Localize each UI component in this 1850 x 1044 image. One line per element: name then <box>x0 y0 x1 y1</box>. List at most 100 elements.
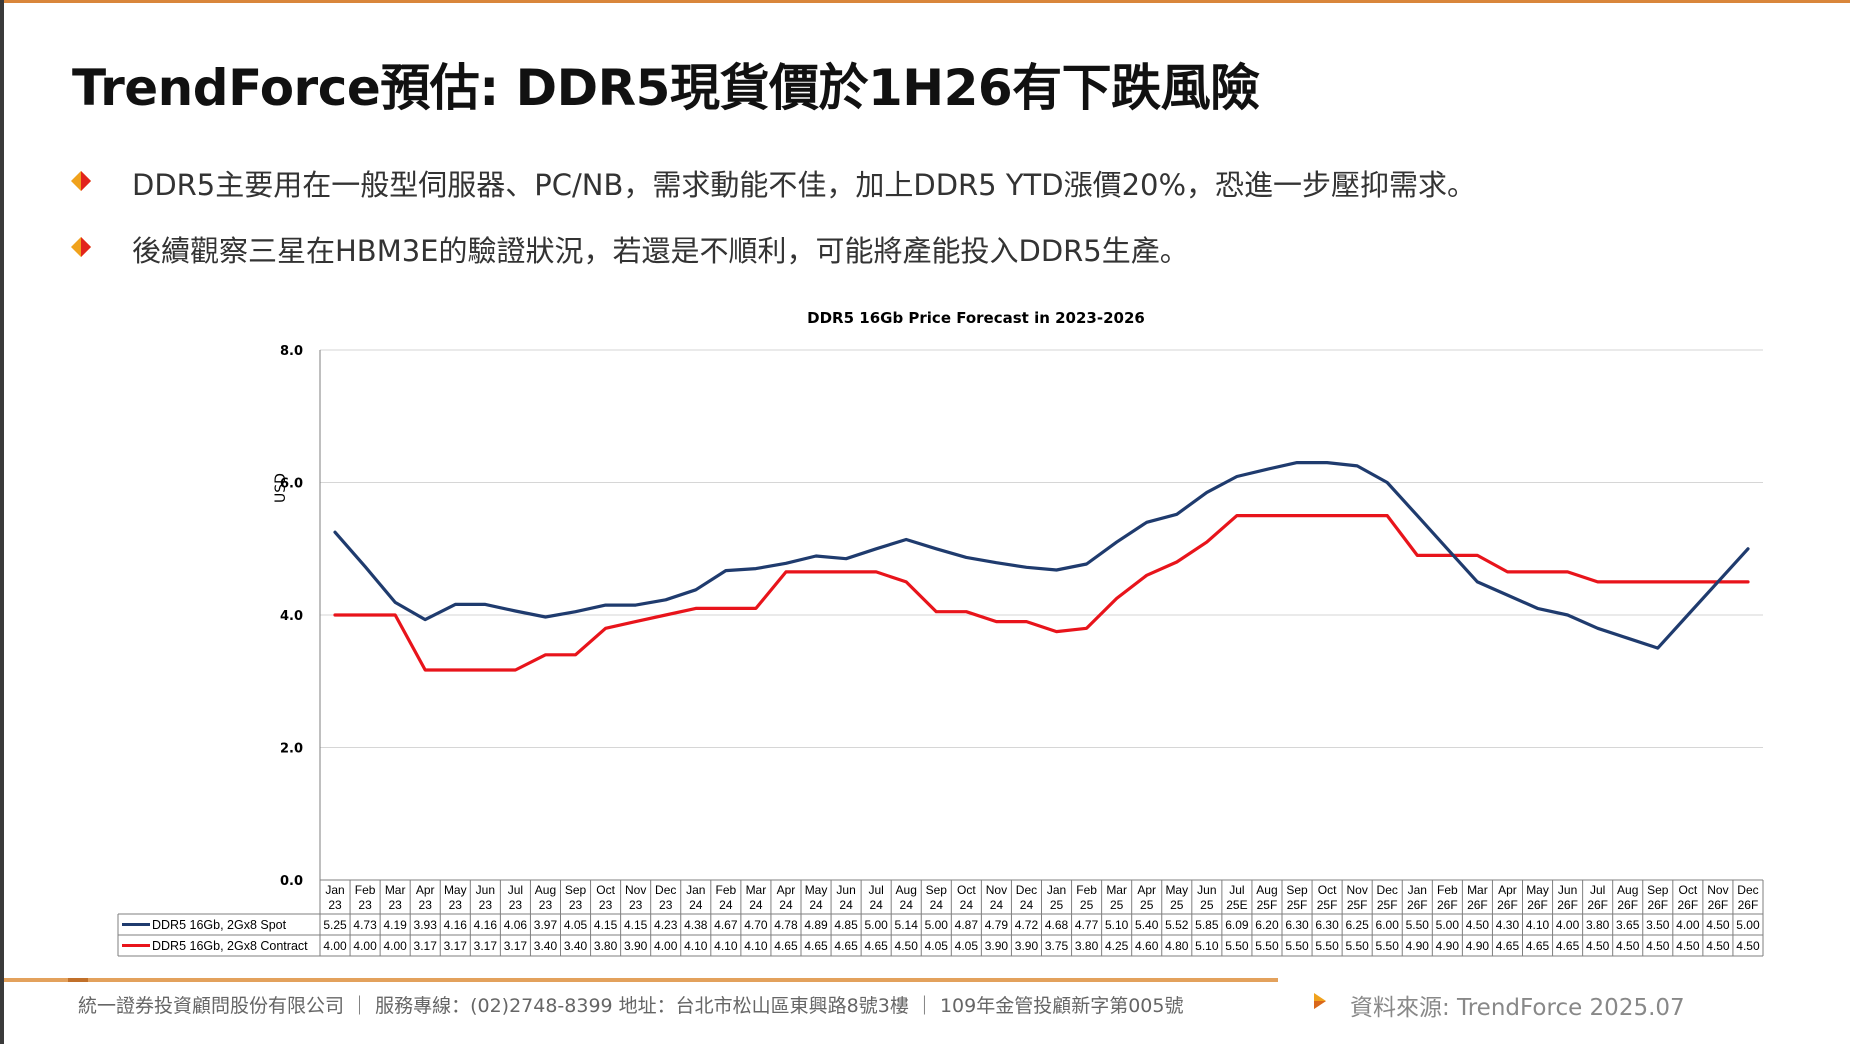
x-tick-label: Jan <box>325 883 344 897</box>
x-tick-label: Sep <box>565 883 587 897</box>
x-tick-label: 26F <box>1557 898 1578 912</box>
data-label: 4.16 <box>444 918 468 932</box>
data-label: 4.87 <box>955 918 979 932</box>
data-label: 5.50 <box>1225 939 1249 953</box>
bullet-item-1: DDR5主要用在一般型伺服器、PC/NB，需求動能不佳，加上DDR5 YTD漲價… <box>70 162 1790 202</box>
data-label: 3.90 <box>624 939 648 953</box>
x-tick-label: 23 <box>539 898 553 912</box>
data-label: 4.05 <box>564 918 588 932</box>
x-tick-label: 23 <box>449 898 463 912</box>
data-label: 5.10 <box>1195 939 1219 953</box>
x-tick-label: Jun <box>476 883 495 897</box>
data-label: 4.15 <box>594 918 618 932</box>
diamond-bullet-icon <box>71 171 91 191</box>
x-tick-label: Nov <box>1346 883 1367 897</box>
x-tick-label: 25F <box>1377 898 1398 912</box>
x-tick-label: 23 <box>569 898 583 912</box>
data-label: 4.50 <box>1586 939 1610 953</box>
x-tick-label: 26F <box>1678 898 1699 912</box>
data-label: 4.50 <box>1706 918 1730 932</box>
x-tick-label: May <box>805 883 828 897</box>
data-label: 4.67 <box>714 918 738 932</box>
data-label: 4.50 <box>1466 918 1490 932</box>
x-tick-label: Aug <box>535 883 556 897</box>
data-source: 資料來源: TrendForce 2025.07 <box>1350 995 1685 1021</box>
data-label: 4.50 <box>895 939 919 953</box>
x-tick-label: Oct <box>1318 883 1337 897</box>
data-label: 4.10 <box>714 939 738 953</box>
x-tick-label: 24 <box>749 898 763 912</box>
y-tick-label: 6.0 <box>280 477 303 492</box>
footer-divider <box>4 978 1278 982</box>
y-tick-label: 0.0 <box>280 874 303 889</box>
data-label: 4.90 <box>1466 939 1490 953</box>
x-tick-label: Mar <box>1467 883 1488 897</box>
bullet-item-2: 後續觀察三星在HBM3E的驗證狀況，若還是不順利，可能將產能投入DDR5生產。 <box>70 228 1790 268</box>
data-label: 3.50 <box>1646 918 1670 932</box>
x-tick-label: Jan <box>1408 883 1427 897</box>
data-label: 4.90 <box>1406 939 1430 953</box>
x-tick-label: 23 <box>479 898 493 912</box>
x-tick-label: Jan <box>686 883 705 897</box>
data-label: 3.80 <box>1586 918 1610 932</box>
x-tick-label: 26F <box>1738 898 1759 912</box>
data-label: 5.00 <box>864 918 888 932</box>
data-label: 3.90 <box>1015 939 1039 953</box>
x-tick-label: Jul <box>1590 883 1605 897</box>
x-tick-label: Apr <box>1498 883 1517 897</box>
data-label: 4.50 <box>1616 939 1640 953</box>
data-label: 4.16 <box>474 918 498 932</box>
data-label: 4.15 <box>624 918 648 932</box>
y-tick-label: 4.0 <box>280 609 303 624</box>
left-edge-bar <box>0 0 4 1044</box>
x-tick-label: Jul <box>868 883 883 897</box>
data-label: 4.00 <box>323 939 347 953</box>
x-tick-label: Feb <box>355 883 376 897</box>
legend-entry: DDR5 16Gb, 2Gx8 Spot <box>152 918 287 932</box>
x-tick-label: 25F <box>1257 898 1278 912</box>
x-tick-label: Mar <box>1106 883 1127 897</box>
x-tick-label: 25E <box>1226 898 1247 912</box>
x-tick-label: 26F <box>1708 898 1729 912</box>
x-tick-label: 23 <box>659 898 673 912</box>
data-label: 4.30 <box>1496 918 1520 932</box>
data-label: 6.00 <box>1376 918 1400 932</box>
x-tick-label: 24 <box>869 898 883 912</box>
x-tick-label: Nov <box>625 883 646 897</box>
data-label: 5.85 <box>1195 918 1219 932</box>
x-tick-label: Nov <box>986 883 1007 897</box>
data-label: 4.25 <box>1105 939 1129 953</box>
data-label: 4.77 <box>1075 918 1099 932</box>
x-tick-label: Nov <box>1707 883 1728 897</box>
data-label: 4.50 <box>1646 939 1670 953</box>
x-tick-label: Jun <box>1558 883 1577 897</box>
data-label: 4.50 <box>1736 939 1760 953</box>
x-tick-label: 26F <box>1407 898 1428 912</box>
x-tick-label: 24 <box>689 898 703 912</box>
x-tick-label: 25 <box>1200 898 1214 912</box>
x-tick-label: Aug <box>1256 883 1277 897</box>
x-tick-label: 24 <box>990 898 1004 912</box>
data-label: 3.80 <box>594 939 618 953</box>
x-tick-label: 24 <box>1020 898 1034 912</box>
x-tick-label: Jun <box>836 883 855 897</box>
bullet-text-2: 後續觀察三星在HBM3E的驗證狀況，若還是不順利，可能將產能投入DDR5生產。 <box>132 234 1189 268</box>
data-label: 5.40 <box>1135 918 1159 932</box>
arrow-bullet-icon <box>1314 993 1326 1009</box>
data-label: 4.10 <box>684 939 708 953</box>
data-label: 5.25 <box>323 918 347 932</box>
x-tick-label: 26F <box>1527 898 1548 912</box>
x-tick-label: Mar <box>385 883 406 897</box>
data-label: 4.10 <box>744 939 768 953</box>
x-tick-label: 23 <box>599 898 613 912</box>
x-tick-label: Sep <box>926 883 948 897</box>
data-label: 3.90 <box>985 939 1009 953</box>
x-tick-label: 26F <box>1647 898 1668 912</box>
x-tick-label: 26F <box>1437 898 1458 912</box>
data-label: 4.80 <box>1165 939 1189 953</box>
data-label: 4.68 <box>1045 918 1069 932</box>
x-tick-label: Apr <box>777 883 796 897</box>
data-label: 6.25 <box>1345 918 1369 932</box>
series-lines <box>333 461 1750 672</box>
